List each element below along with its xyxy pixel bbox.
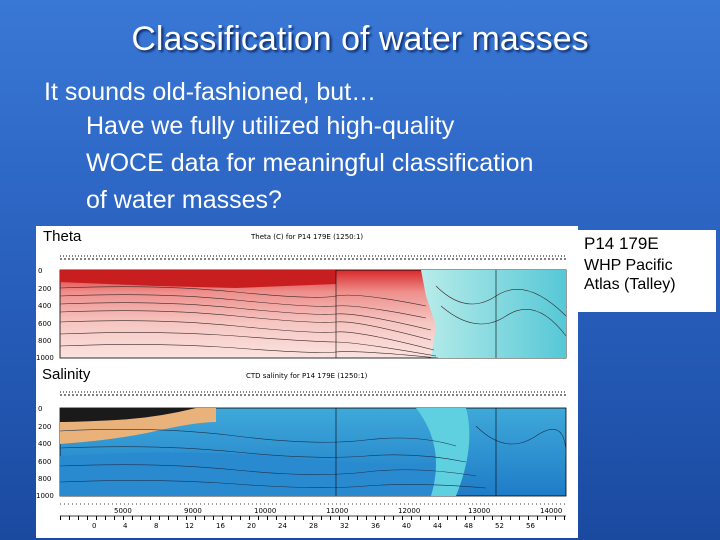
salinity-depth-200: 200 [38, 423, 51, 431]
distance-tick-13000: 13000 [468, 507, 490, 515]
lat-tick-32: 32 [340, 522, 349, 530]
lat-tick-44: 44 [433, 522, 442, 530]
slide-title: Classification of water masses [131, 20, 589, 58]
distance-tick-5000: 5000 [114, 507, 132, 515]
lat-tick-28: 28 [309, 522, 318, 530]
caption-line-2: WHP Pacific [584, 257, 673, 274]
salinity-depth-400: 400 [38, 440, 51, 448]
lat-tick-36: 36 [371, 522, 380, 530]
salinity-depth-1000: 1000 [36, 492, 54, 500]
theta-depth-200: 200 [38, 285, 51, 293]
theta-plot [59, 269, 567, 359]
lat-tick-20: 20 [247, 522, 256, 530]
theta-heading: Theta (C) for P14 179E (1250:1) [250, 233, 363, 241]
bullet-line-4: of water masses? [86, 186, 282, 214]
bullet-line-2: Have we fully utilized high-quality [86, 112, 455, 140]
salinity-plot [59, 407, 567, 497]
distance-tick-10000: 10000 [254, 507, 276, 515]
lat-tick-24: 24 [278, 522, 287, 530]
section-plots: Theta (C) for P14 179E (1250:1) 0 200 [36, 233, 567, 530]
salinity-depth-600: 600 [38, 458, 51, 466]
lat-tick-56: 56 [526, 522, 535, 530]
theta-depth-400: 400 [38, 302, 51, 310]
caption-line-3: Atlas (Talley) [584, 276, 676, 293]
lat-tick-4: 4 [123, 522, 128, 530]
lat-tick-40: 40 [402, 522, 411, 530]
section-figure: Theta (C) for P14 179E (1250:1) 0 200 [36, 226, 578, 538]
salinity-depth-0: 0 [38, 405, 42, 413]
bullet-line-3: WOCE data for meaningful classification [86, 149, 534, 177]
caption-line-1: P14 179E [584, 234, 659, 253]
theta-depth-800: 800 [38, 337, 51, 345]
lat-tick-48: 48 [464, 522, 473, 530]
theta-depth-1000: 1000 [36, 354, 54, 362]
theta-depth-600: 600 [38, 320, 51, 328]
figure-caption: P14 179E WHP Pacific Atlas (Talley) [578, 230, 716, 312]
lat-tick-8: 8 [154, 522, 158, 530]
latitude-axis: 0 4 8 12 16 20 24 28 32 36 40 44 48 52 5… [92, 522, 535, 530]
distance-tick-9000: 9000 [184, 507, 202, 515]
theta-depth-0: 0 [38, 267, 42, 275]
lat-tick-16: 16 [216, 522, 225, 530]
distance-tick-14000: 14000 [540, 507, 562, 515]
distance-tick-11000: 11000 [326, 507, 348, 515]
lat-tick-0: 0 [92, 522, 96, 530]
theta-label: Theta [43, 228, 82, 245]
lat-tick-52: 52 [495, 522, 504, 530]
lat-tick-12: 12 [185, 522, 194, 530]
salinity-depth-800: 800 [38, 475, 51, 483]
salinity-heading: CTD salinity for P14 179E (1250:1) [246, 372, 368, 380]
bullet-line-1: It sounds old-fashioned, but… [44, 78, 377, 106]
distance-tick-12000: 12000 [398, 507, 420, 515]
salinity-label: Salinity [42, 366, 91, 383]
